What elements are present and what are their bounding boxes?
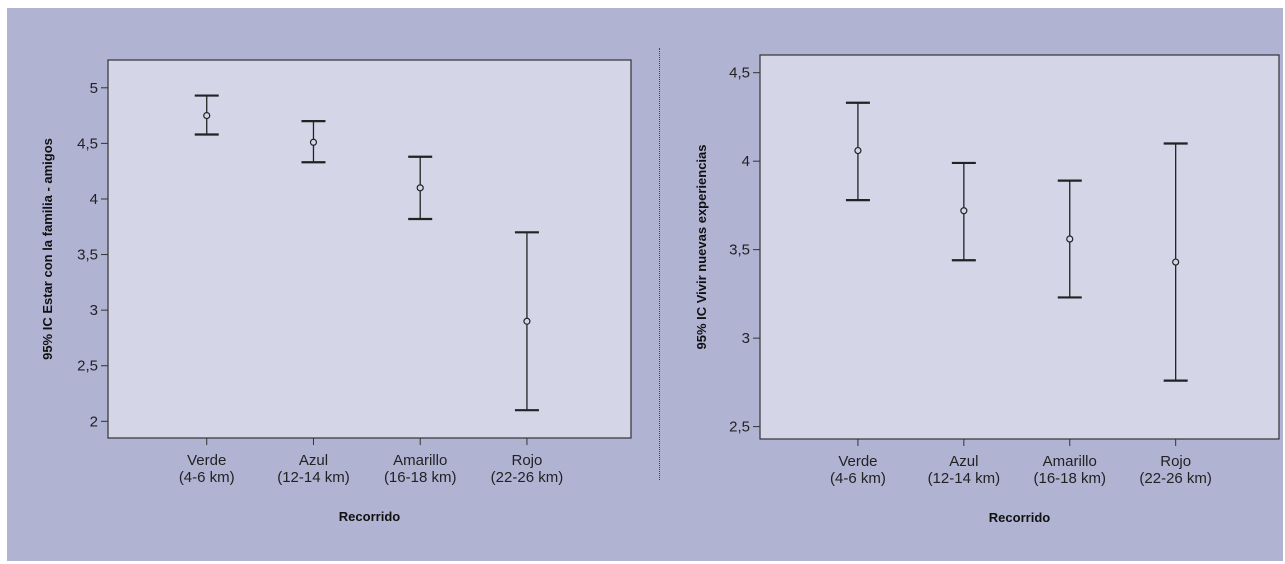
y-tick-label: 5	[90, 80, 98, 97]
y-tick-label: 2	[90, 413, 98, 430]
x-tick-label: Azul (12-14 km)	[928, 453, 1001, 487]
mean-point	[203, 111, 211, 120]
y-tick-label: 3,5	[729, 242, 750, 259]
y-tick-label: 4	[742, 153, 750, 170]
y-tick-label: 2,5	[729, 419, 750, 436]
y-axis-title: 95% IC Vivir nuevas experiencias	[694, 145, 709, 350]
figure-background: 2 2,5 3 3,5 4 4,5 5 95% IC Estar con la familia…	[7, 8, 1283, 561]
mean-point	[523, 317, 531, 325]
mean-point	[1066, 235, 1074, 243]
mean-point	[960, 207, 968, 215]
y-tick-label: 3	[90, 302, 98, 319]
x-tick-label: Verde (4-6 km)	[830, 453, 886, 487]
y-tick-label: 2,5	[77, 358, 98, 375]
chart-nuevas-experiencias: 2,5 3 3,5 4 4,5 95% IC Vivir nuevas experienc…	[694, 54, 1280, 525]
mean-point	[416, 184, 424, 192]
x-tick-label: Rojo (22-26 km)	[1139, 453, 1212, 487]
x-axis-title: Recorrido	[339, 509, 400, 524]
mean-point	[1172, 258, 1180, 266]
x-tick-label: Rojo (22-26 km)	[491, 452, 564, 486]
chart-familia-amigos: 2 2,5 3 3,5 4 4,5 5 95% IC Estar con la familia…	[40, 59, 632, 524]
x-tick-label: Amarillo (16-18 km)	[384, 452, 457, 486]
y-tick-label: 3,5	[77, 247, 98, 264]
y-axis-title: 95% IC Estar con la familia - amigos	[40, 138, 55, 360]
y-tick-label: 3	[742, 330, 750, 347]
x-tick-label: Verde (4-6 km)	[179, 452, 235, 486]
plot-area	[107, 59, 632, 439]
mean-point	[309, 138, 318, 146]
x-axis-title: Recorrido	[989, 510, 1050, 525]
y-tick-label: 4	[90, 191, 98, 208]
x-tick-label: Amarillo (16-18 km)	[1033, 453, 1106, 487]
mean-point	[854, 146, 862, 155]
y-tick-label: 4,5	[729, 65, 750, 82]
y-tick-label: 4,5	[77, 135, 98, 152]
plot-area	[759, 54, 1280, 440]
x-tick-label: Azul (12-14 km)	[277, 452, 350, 486]
chart-divider	[659, 48, 660, 480]
